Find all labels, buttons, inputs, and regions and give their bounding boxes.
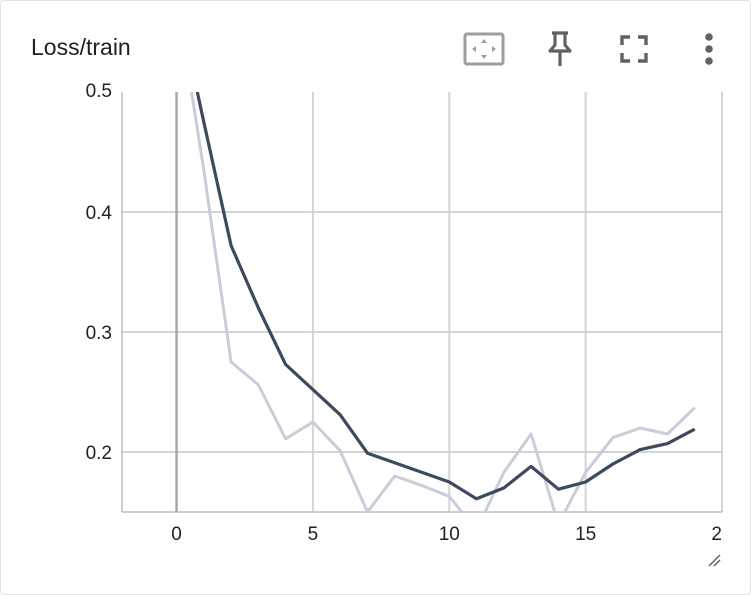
series-line-smoothed[interactable]: [177, 0, 696, 501]
fit-domain-icon: [463, 32, 505, 66]
fit-domain-button[interactable]: [461, 27, 507, 71]
x-tick-label: 2: [711, 524, 722, 545]
pin-icon: [548, 31, 572, 66]
resize-handle-icon[interactable]: [706, 552, 722, 568]
pin-button[interactable]: [541, 27, 579, 71]
more-options-button[interactable]: [691, 27, 727, 71]
x-tick-label: 5: [308, 524, 319, 545]
x-tick-label: 15: [575, 524, 596, 545]
more-vert-icon: [705, 33, 713, 65]
x-tick-label: 10: [439, 524, 460, 545]
x-tick-label: 0: [171, 524, 182, 545]
fullscreen-button[interactable]: [615, 27, 653, 71]
fullscreen-icon: [620, 35, 648, 63]
y-tick-label: 0.5: [86, 81, 112, 102]
card-title: Loss/train: [31, 34, 131, 60]
y-tick-label: 0.2: [86, 443, 112, 464]
y-tick-label: 0.3: [86, 323, 112, 344]
y-tick-label: 0.4: [86, 203, 113, 224]
series-line-raw[interactable]: [177, 0, 696, 530]
